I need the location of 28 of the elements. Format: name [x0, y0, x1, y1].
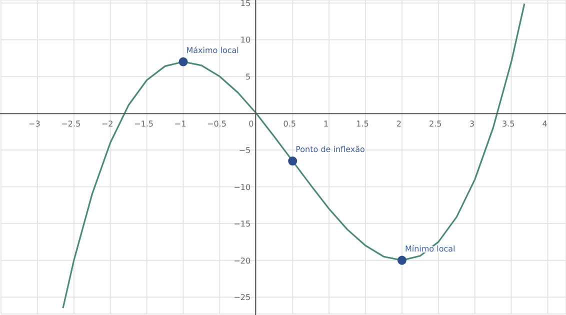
x-tick-label: −1	[174, 120, 186, 129]
x-tick-label: −1.5	[134, 120, 154, 129]
y-tick-label: −10	[234, 182, 251, 192]
point	[397, 256, 406, 265]
x-tick-label: 3	[469, 120, 474, 129]
y-tick-label: −5	[238, 146, 251, 156]
x-tick-label: −2.5	[61, 120, 81, 129]
y-tick-label: 10	[240, 36, 251, 45]
annotation: Máximo local	[186, 46, 239, 55]
x-tick-label: 2	[396, 120, 402, 129]
x-tick-label: 4	[542, 120, 548, 129]
x-tick-label: −3	[28, 120, 40, 129]
y-tick-label: −15	[234, 220, 251, 229]
y-tick-label: −25	[234, 293, 251, 302]
x-tick-label: 1	[324, 120, 329, 129]
x-tick-label: 0.5	[283, 120, 296, 129]
y-tick-label: 5	[246, 72, 251, 82]
point	[288, 156, 298, 166]
x-tick-label: −0.5	[206, 120, 226, 129]
annotation: Ponto de inflexão	[296, 145, 365, 154]
point	[178, 57, 188, 66]
x-tick-label: −2	[101, 120, 114, 129]
x-tick-label: 1.5	[356, 120, 369, 129]
x-tick-label: 2.5	[429, 120, 442, 129]
x-tick-label: 0	[248, 120, 254, 129]
y-tick-label: 15	[240, 0, 251, 8]
x-tick-label: 3.5	[502, 120, 515, 129]
y-tick-label: −20	[234, 256, 251, 266]
